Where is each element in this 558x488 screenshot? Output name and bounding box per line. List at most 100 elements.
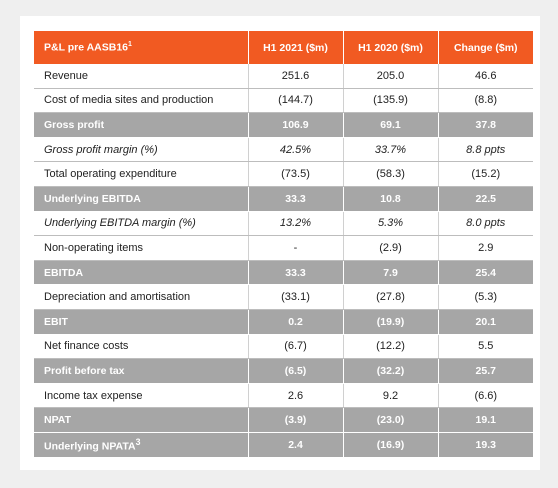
row-h1-2020-value: (58.3) [343,161,439,187]
row-h1-2020-value: (19.9) [343,309,439,335]
table-row: Non-operating items - (2.9) 2.9 [34,235,533,261]
table-row: Income tax expense 2.6 9.2 (6.6) [34,383,533,409]
table-header-row: P&L pre AASB161 H1 2021 ($m) H1 2020 ($m… [34,31,533,64]
row-label: Depreciation and amortisation [34,284,249,310]
row-h1-2020-value: 9.2 [343,383,439,409]
row-h1-2021-value: 0.2 [248,309,344,335]
table-row: EBITDA 33.3 7.9 25.4 [34,260,533,286]
row-label: Total operating expenditure [34,161,249,187]
row-label: EBIT [34,309,249,335]
table-row: Profit before tax (6.5) (32.2) 25.7 [34,358,533,384]
row-label-text: Non-operating items [44,241,144,254]
row-h1-2020-value: (27.8) [343,284,439,310]
row-label: Underlying EBITDA [34,186,249,212]
row-label-text: Underlying EBITDA [44,192,141,205]
row-label-text: EBITDA [44,266,84,279]
row-h1-2021-value: 251.6 [248,64,344,89]
row-label: Gross profit margin (%) [34,137,249,163]
row-label: Profit before tax [34,358,249,384]
row-label: Underlying NPATA3 [34,432,249,458]
row-change-value: (5.3) [438,284,533,310]
pl-table-card: P&L pre AASB161 H1 2021 ($m) H1 2020 ($m… [20,16,540,470]
row-label: Income tax expense [34,383,249,409]
row-change-value: (6.6) [438,383,533,409]
row-label: Cost of media sites and production [34,88,249,114]
row-label-text: Gross profit [44,118,105,131]
row-h1-2020-value: 33.7% [343,137,439,163]
row-label-text: Revenue [44,69,89,82]
table-row: Underlying NPATA3 2.4 (16.9) 19.3 [34,432,533,458]
row-change-value: 25.4 [438,260,533,286]
table-row: Revenue 251.6 205.0 46.6 [34,64,533,89]
row-h1-2021-value: 2.6 [248,383,344,409]
row-h1-2020-value: 10.8 [343,186,439,212]
row-h1-2021-value: (73.5) [248,161,344,187]
row-label-text: Gross profit margin (%) [44,143,158,156]
row-label-text: Underlying NPATA [44,440,136,453]
row-label-text: NPAT [44,414,72,427]
row-change-value: 46.6 [438,64,533,89]
row-label: NPAT [34,407,249,433]
row-label-text: Income tax expense [44,389,143,402]
row-change-value: 2.9 [438,235,533,261]
row-change-value: 37.8 [438,112,533,138]
table-row: Cost of media sites and production (144.7… [34,88,533,114]
table-row: Net finance costs (6.7) (12.2) 5.5 [34,334,533,360]
row-label-text: Total operating expenditure [44,168,177,181]
row-change-value: 25.7 [438,358,533,384]
row-h1-2021-value: 2.4 [248,432,344,458]
table-row: Underlying EBITDA margin (%) 13.2% 5.3% 8.0… [34,211,533,237]
row-h1-2021-value: (6.5) [248,358,344,384]
row-h1-2021-value: (6.7) [248,334,344,360]
row-h1-2020-value: 205.0 [343,64,439,89]
table-row: NPAT (3.9) (23.0) 19.1 [34,407,533,433]
header-change: Change ($m) [438,31,533,64]
row-change-value: 19.3 [438,432,533,458]
row-label-text: Cost of media sites and production [44,94,214,107]
row-h1-2020-value: (16.9) [343,432,439,458]
row-h1-2020-value: (2.9) [343,235,439,261]
row-h1-2020-value: (32.2) [343,358,439,384]
row-h1-2020-value: (12.2) [343,334,439,360]
row-change-value: 5.5 [438,334,533,360]
row-h1-2021-value: 13.2% [248,211,344,237]
row-label-text: Underlying EBITDA margin (%) [44,217,196,230]
row-label-text: Net finance costs [44,340,129,353]
header-label: P&L pre AASB161 [34,31,249,64]
row-h1-2021-value: - [248,235,344,261]
header-label-text: P&L pre AASB16 [44,41,129,54]
row-change-value: (15.2) [438,161,533,187]
table-row: Total operating expenditure (73.5) (58.3)(… [34,161,533,187]
row-h1-2021-value: (144.7) [248,88,344,114]
row-h1-2021-value: 106.9 [248,112,344,138]
table-row: EBIT 0.2 (19.9) 20.1 [34,309,533,335]
row-change-value: (8.8) [438,88,533,114]
row-change-value: 8.0 ppts [438,211,533,237]
row-label: Underlying EBITDA margin (%) [34,211,249,237]
row-change-value: 20.1 [438,309,533,335]
row-h1-2020-value: 69.1 [343,112,439,138]
row-label: Non-operating items [34,235,249,261]
row-h1-2021-value: (33.1) [248,284,344,310]
row-label: Gross profit [34,112,249,138]
row-label-text: EBIT [44,315,68,328]
header-h1-2021: H1 2021 ($m) [248,31,344,64]
row-label-footnote: 3 [135,436,141,447]
table-body: Revenue 251.6 205.0 46.6 Cost of media site… [34,64,533,458]
row-change-value: 19.1 [438,407,533,433]
table-row: Depreciation and amortisation (33.1) (27.8… [34,284,533,310]
row-label: Revenue [34,64,249,89]
row-change-value: 22.5 [438,186,533,212]
header-label-footnote: 1 [128,41,132,49]
table-row: Underlying EBITDA 33.3 10.8 22.5 [34,186,533,212]
row-h1-2021-value: 33.3 [248,186,344,212]
row-h1-2020-value: (135.9) [343,88,439,114]
pl-table: P&L pre AASB161 H1 2021 ($m) H1 2020 ($m… [34,31,533,458]
row-h1-2021-value: (3.9) [248,407,344,433]
row-change-value: 8.8 ppts [438,137,533,163]
row-h1-2021-value: 33.3 [248,260,344,286]
row-h1-2020-value: (23.0) [343,407,439,433]
table-row: Gross profit 106.9 69.1 37.8 [34,112,533,138]
row-h1-2020-value: 7.9 [343,260,439,286]
header-h1-2020: H1 2020 ($m) [343,31,439,64]
